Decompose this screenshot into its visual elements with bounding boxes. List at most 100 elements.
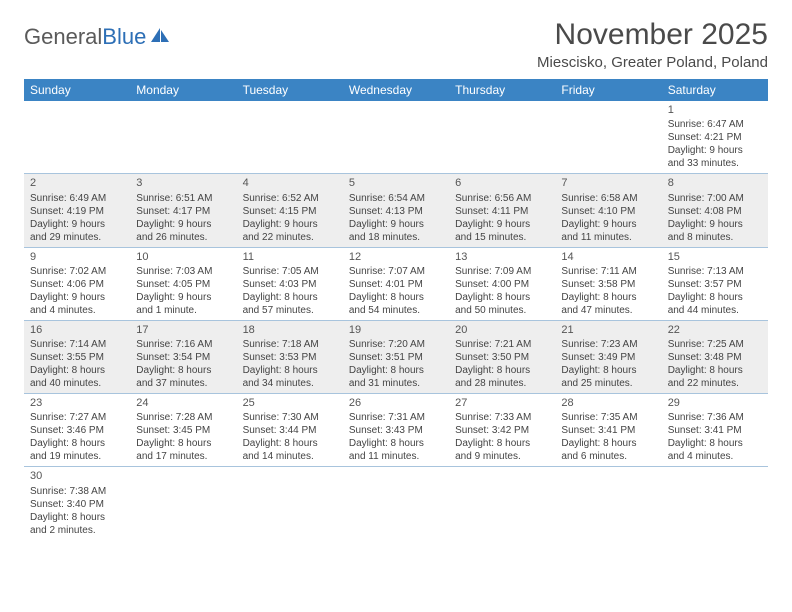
day-number: 13 <box>455 250 549 264</box>
daylight-text: and 34 minutes. <box>243 377 337 390</box>
sunrise-text: Sunrise: 6:54 AM <box>349 192 443 205</box>
calendar-cell: 24Sunrise: 7:28 AMSunset: 3:45 PMDayligh… <box>130 394 236 467</box>
logo: GeneralBlue <box>24 24 171 50</box>
sunrise-text: Sunrise: 7:30 AM <box>243 411 337 424</box>
daylight-text: and 44 minutes. <box>668 304 762 317</box>
daylight-text: and 11 minutes. <box>561 231 655 244</box>
daylight-text: and 50 minutes. <box>455 304 549 317</box>
calendar-cell: 10Sunrise: 7:03 AMSunset: 4:05 PMDayligh… <box>130 247 236 320</box>
calendar-cell <box>24 101 130 174</box>
sunrise-text: Sunrise: 7:00 AM <box>668 192 762 205</box>
daylight-text: Daylight: 8 hours <box>30 437 124 450</box>
daylight-text: Daylight: 9 hours <box>455 218 549 231</box>
calendar-cell: 15Sunrise: 7:13 AMSunset: 3:57 PMDayligh… <box>662 247 768 320</box>
calendar-cell: 8Sunrise: 7:00 AMSunset: 4:08 PMDaylight… <box>662 174 768 247</box>
daylight-text: Daylight: 8 hours <box>455 291 549 304</box>
daylight-text: Daylight: 8 hours <box>136 437 230 450</box>
calendar-cell <box>237 467 343 540</box>
sunrise-text: Sunrise: 6:51 AM <box>136 192 230 205</box>
calendar-cell: 27Sunrise: 7:33 AMSunset: 3:42 PMDayligh… <box>449 394 555 467</box>
day-number: 12 <box>349 250 443 264</box>
daylight-text: and 40 minutes. <box>30 377 124 390</box>
sunset-text: Sunset: 3:43 PM <box>349 424 443 437</box>
calendar-cell: 12Sunrise: 7:07 AMSunset: 4:01 PMDayligh… <box>343 247 449 320</box>
daylight-text: and 1 minute. <box>136 304 230 317</box>
calendar-cell <box>130 467 236 540</box>
daylight-text: and 15 minutes. <box>455 231 549 244</box>
sunrise-text: Sunrise: 7:13 AM <box>668 265 762 278</box>
daylight-text: and 18 minutes. <box>349 231 443 244</box>
sunrise-text: Sunrise: 7:38 AM <box>30 485 124 498</box>
calendar-cell: 29Sunrise: 7:36 AMSunset: 3:41 PMDayligh… <box>662 394 768 467</box>
sunset-text: Sunset: 4:10 PM <box>561 205 655 218</box>
sail-icon <box>149 24 171 50</box>
sunset-text: Sunset: 3:41 PM <box>668 424 762 437</box>
sunset-text: Sunset: 3:48 PM <box>668 351 762 364</box>
calendar-cell: 19Sunrise: 7:20 AMSunset: 3:51 PMDayligh… <box>343 320 449 393</box>
daylight-text: Daylight: 8 hours <box>243 437 337 450</box>
calendar-cell: 11Sunrise: 7:05 AMSunset: 4:03 PMDayligh… <box>237 247 343 320</box>
day-number: 7 <box>561 176 655 190</box>
calendar-cell: 9Sunrise: 7:02 AMSunset: 4:06 PMDaylight… <box>24 247 130 320</box>
day-number: 30 <box>30 469 124 483</box>
daylight-text: Daylight: 8 hours <box>30 511 124 524</box>
day-number: 10 <box>136 250 230 264</box>
sunset-text: Sunset: 4:00 PM <box>455 278 549 291</box>
calendar-cell <box>130 101 236 174</box>
calendar-cell: 25Sunrise: 7:30 AMSunset: 3:44 PMDayligh… <box>237 394 343 467</box>
daylight-text: Daylight: 9 hours <box>30 291 124 304</box>
daylight-text: Daylight: 8 hours <box>243 364 337 377</box>
day-number: 2 <box>30 176 124 190</box>
sunrise-text: Sunrise: 7:36 AM <box>668 411 762 424</box>
sunset-text: Sunset: 4:06 PM <box>30 278 124 291</box>
sunset-text: Sunset: 3:40 PM <box>30 498 124 511</box>
sunset-text: Sunset: 3:55 PM <box>30 351 124 364</box>
sunset-text: Sunset: 3:46 PM <box>30 424 124 437</box>
sunset-text: Sunset: 4:03 PM <box>243 278 337 291</box>
sunset-text: Sunset: 4:08 PM <box>668 205 762 218</box>
day-number: 6 <box>455 176 549 190</box>
sunrise-text: Sunrise: 6:58 AM <box>561 192 655 205</box>
daylight-text: and 14 minutes. <box>243 450 337 463</box>
sunrise-text: Sunrise: 7:07 AM <box>349 265 443 278</box>
day-number: 22 <box>668 323 762 337</box>
sunset-text: Sunset: 4:19 PM <box>30 205 124 218</box>
sunrise-text: Sunrise: 7:05 AM <box>243 265 337 278</box>
calendar-cell: 21Sunrise: 7:23 AMSunset: 3:49 PMDayligh… <box>555 320 661 393</box>
daylight-text: Daylight: 9 hours <box>349 218 443 231</box>
day-number: 24 <box>136 396 230 410</box>
calendar-cell: 20Sunrise: 7:21 AMSunset: 3:50 PMDayligh… <box>449 320 555 393</box>
calendar-cell: 16Sunrise: 7:14 AMSunset: 3:55 PMDayligh… <box>24 320 130 393</box>
daylight-text: Daylight: 8 hours <box>561 364 655 377</box>
calendar-cell <box>343 467 449 540</box>
calendar-body: 1Sunrise: 6:47 AMSunset: 4:21 PMDaylight… <box>24 101 768 540</box>
daylight-text: and 19 minutes. <box>30 450 124 463</box>
day-number: 14 <box>561 250 655 264</box>
sunset-text: Sunset: 3:54 PM <box>136 351 230 364</box>
daylight-text: Daylight: 8 hours <box>455 364 549 377</box>
day-number: 5 <box>349 176 443 190</box>
daylight-text: Daylight: 8 hours <box>349 437 443 450</box>
calendar-cell <box>237 101 343 174</box>
calendar-cell <box>449 101 555 174</box>
daylight-text: Daylight: 9 hours <box>668 144 762 157</box>
daylight-text: and 47 minutes. <box>561 304 655 317</box>
sunrise-text: Sunrise: 7:18 AM <box>243 338 337 351</box>
daylight-text: Daylight: 8 hours <box>668 437 762 450</box>
day-number: 19 <box>349 323 443 337</box>
day-number: 21 <box>561 323 655 337</box>
sunrise-text: Sunrise: 7:27 AM <box>30 411 124 424</box>
sunrise-text: Sunrise: 6:47 AM <box>668 118 762 131</box>
day-number: 3 <box>136 176 230 190</box>
daylight-text: Daylight: 8 hours <box>349 291 443 304</box>
calendar-cell: 5 Sunrise: 6:54 AMSunset: 4:13 PMDaylight… <box>343 174 449 247</box>
sunset-text: Sunset: 4:13 PM <box>349 205 443 218</box>
daylight-text: and 22 minutes. <box>668 377 762 390</box>
calendar-table: SundayMondayTuesdayWednesdayThursdayFrid… <box>24 79 768 540</box>
sunrise-text: Sunrise: 7:25 AM <box>668 338 762 351</box>
calendar-cell: 18Sunrise: 7:18 AMSunset: 3:53 PMDayligh… <box>237 320 343 393</box>
daylight-text: Daylight: 8 hours <box>561 437 655 450</box>
day-number: 16 <box>30 323 124 337</box>
daylight-text: Daylight: 8 hours <box>243 291 337 304</box>
daylight-text: and 31 minutes. <box>349 377 443 390</box>
